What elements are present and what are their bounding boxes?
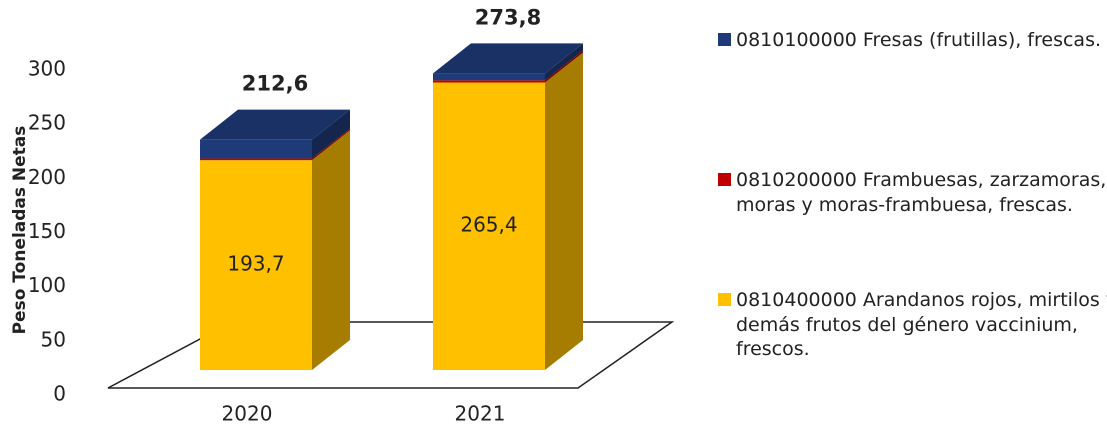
bar-segment xyxy=(200,139,312,159)
data-label: 265,4 xyxy=(460,213,517,237)
x-tick-label: 2020 xyxy=(222,402,273,426)
y-tick-label: 300 xyxy=(28,57,66,81)
legend-label: 0810100000 Fresas (frutillas), frescas. xyxy=(736,29,1102,51)
bar-side xyxy=(545,52,583,370)
data-label: 193,7 xyxy=(227,252,284,276)
total-label: 212,6 xyxy=(242,72,308,96)
bar-segment xyxy=(200,160,312,370)
bar-top xyxy=(433,43,583,74)
chart: Peso Toneladas Netas 0 50 100 150 200 250 300 2… xyxy=(10,5,675,426)
floor xyxy=(107,321,675,389)
bar-segment xyxy=(200,158,312,161)
legend-entry: 0810200000 Frambuesas, zarzamoras, moras… xyxy=(718,168,1107,217)
legend-swatch xyxy=(718,173,731,186)
legend-swatch xyxy=(718,293,731,306)
total-label: 273,8 xyxy=(475,5,541,29)
legend-label: 0810400000 Arandanos rojos, mirtilos y d… xyxy=(736,289,1107,361)
y-tick-label: 150 xyxy=(28,219,66,243)
legend-label: 0810200000 Frambuesas, zarzamoras, moras… xyxy=(736,169,1107,216)
x-tick-label: 2021 xyxy=(455,402,506,426)
bar-segment xyxy=(433,82,545,370)
y-tick-label: 0 xyxy=(53,382,66,406)
y-tick-label: 200 xyxy=(28,165,66,189)
y-axis-title: Peso Toneladas Netas xyxy=(10,126,30,335)
bar-top xyxy=(200,109,350,140)
y-tick-label: 250 xyxy=(28,111,66,135)
bar-side xyxy=(545,50,583,83)
legend-entry: 0810400000 Arandanos rojos, mirtilos y d… xyxy=(718,288,1107,362)
y-tick-label: 100 xyxy=(28,273,66,297)
bar-segment xyxy=(433,80,545,83)
bar-side xyxy=(312,130,350,370)
bar-side xyxy=(545,43,583,81)
bar-side xyxy=(312,109,350,159)
y-tick-label: 50 xyxy=(41,327,66,351)
legend-swatch xyxy=(718,33,731,46)
legend-entry: 0810100000 Fresas (frutillas), frescas. xyxy=(718,28,1107,53)
bar-side xyxy=(312,128,350,161)
bar-segment xyxy=(433,73,545,81)
